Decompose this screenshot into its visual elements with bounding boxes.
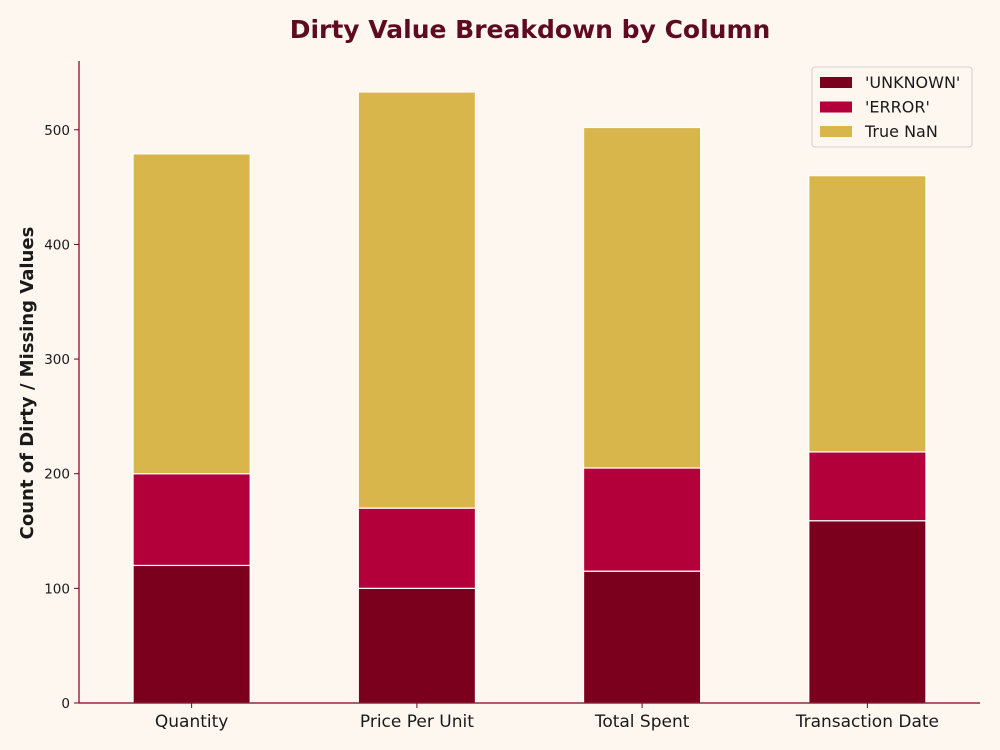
- bar-error-3: [808, 451, 927, 522]
- y-tick-label: 400: [44, 237, 70, 253]
- legend-label: 'UNKNOWN': [865, 73, 960, 92]
- bars-group: [132, 91, 927, 704]
- y-tick-label: 500: [44, 123, 70, 139]
- axes-group: 0 100 200 300 400 500 Quantity Price Per Unit To…: [44, 61, 980, 732]
- x-tick-label: Transaction Date: [795, 712, 939, 732]
- legend-swatch: [820, 101, 852, 113]
- legend: 'UNKNOWN' 'ERROR' True NaN: [811, 66, 973, 148]
- bar-unknown-3: [808, 520, 927, 704]
- bar-error-2: [582, 467, 702, 572]
- x-tick-label: Price Per Unit: [360, 712, 474, 732]
- chart-title: Dirty Value Breakdown by Column: [290, 15, 771, 44]
- bar-unknown-2: [582, 570, 702, 704]
- y-tick-label: 0: [61, 696, 70, 712]
- bar-error-1: [357, 507, 477, 589]
- x-tick-label: Quantity: [155, 712, 228, 732]
- y-axis-label: Count of Dirty / Missing Values: [17, 227, 38, 540]
- bar-true-nan-2: [582, 126, 702, 469]
- bar-unknown-0: [132, 564, 251, 704]
- bar-error-0: [132, 473, 251, 567]
- legend-swatch: [820, 126, 852, 137]
- y-tick-label: 100: [44, 581, 70, 597]
- y-tick-label: 200: [44, 467, 70, 483]
- legend-swatch: [820, 77, 852, 88]
- bar-true-nan-0: [132, 153, 251, 475]
- legend-label: 'ERROR': [865, 98, 930, 117]
- legend-label: True NaN: [864, 122, 938, 141]
- bar-true-nan-1: [357, 91, 477, 509]
- bar-true-nan-3: [808, 175, 927, 453]
- bar-unknown-1: [357, 587, 477, 704]
- x-tick-label: Total Spent: [594, 712, 690, 732]
- y-tick-label: 300: [44, 352, 70, 368]
